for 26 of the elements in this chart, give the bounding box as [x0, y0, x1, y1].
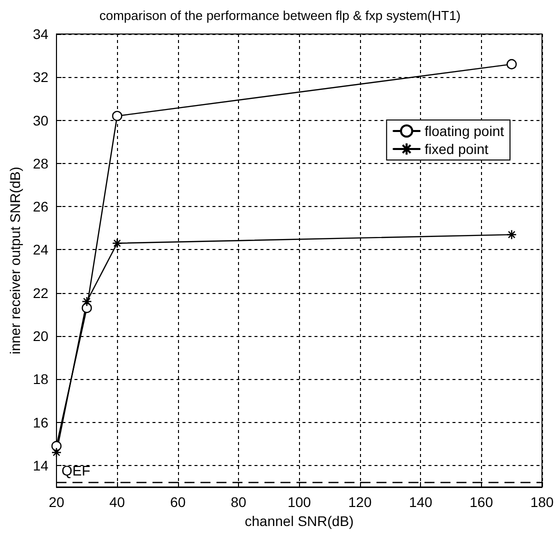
y-tick-label: 22: [32, 284, 49, 301]
y-tick-label: 26: [32, 198, 49, 215]
x-tick-label: 100: [288, 494, 312, 510]
y-tick-label: 24: [32, 242, 49, 258]
y-tick-label: 18: [32, 371, 49, 388]
y-tick-label: 30: [32, 112, 49, 128]
x-tick-label: 80: [230, 494, 247, 510]
x-tick-label: 40: [109, 494, 126, 510]
y-tick-label: 32: [32, 69, 49, 86]
y-tick-label: 28: [32, 155, 49, 172]
x-tick-label: 60: [170, 494, 186, 510]
chart-title: comparison of the performance between flp & fxp system(HT1): [99, 8, 461, 23]
y-tick-label: 16: [32, 414, 49, 430]
y-tick-label: 34: [32, 26, 49, 42]
legend-label: floating point: [424, 123, 504, 139]
x-tick-label: 140: [408, 494, 433, 510]
x-axis-title: channel SNR(dB): [244, 512, 354, 529]
y-tick-label: 20: [32, 328, 49, 344]
ref-line-label: QEF: [61, 462, 90, 479]
y-axis-title: inner receiver output SNR(dB): [7, 166, 23, 354]
legend-label: fixed point: [424, 141, 489, 157]
x-tick-label: 180: [530, 494, 554, 510]
x-tick-label: 20: [48, 494, 64, 510]
x-tick-label: 120: [348, 494, 372, 510]
x-tick-label: 160: [470, 494, 494, 510]
y-tick-label: 14: [32, 457, 49, 474]
